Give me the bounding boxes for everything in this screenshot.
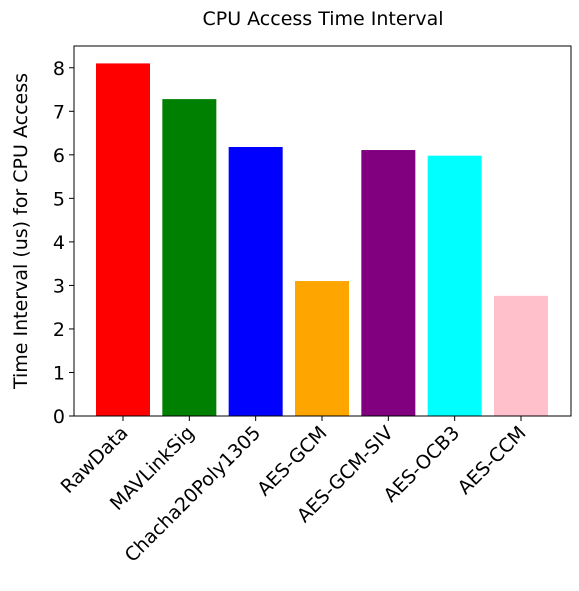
bar-rawdata [96,63,150,416]
y-tick-label: 5 [53,188,65,210]
bar-aes-ccm [494,295,548,416]
chart-title: CPU Access Time Interval [202,8,443,30]
y-tick-label: 4 [53,232,65,254]
y-tick-label: 1 [53,362,65,384]
y-tick-label: 3 [53,275,65,297]
bar-aes-ocb3 [427,155,482,416]
bar-aes-gcm-siv [361,150,416,417]
x-tick-label: AES-CCM [454,422,531,499]
y-tick-label: 0 [53,406,65,428]
y-tick-label: 2 [53,319,65,341]
x-axis-ticks: RawDataMAVLinkSigChacha20Poly1305AES-GCM… [57,416,531,567]
bar-mavlinksig [162,99,217,416]
bar-chacha20poly1305 [228,146,283,417]
bars-group [96,63,548,417]
y-tick-label: 6 [53,145,65,167]
y-axis-ticks: 0 1 2 3 4 5 6 7 8 [53,58,74,428]
plot-frame [73,45,572,417]
x-tick-label: Chacha20Poly1305 [121,422,266,567]
y-axis-label: Time Interval (us) for CPU Access [10,73,32,390]
y-tick-label: 8 [53,58,65,80]
bar-aes-gcm [295,281,349,416]
y-tick-label: 7 [53,101,65,123]
